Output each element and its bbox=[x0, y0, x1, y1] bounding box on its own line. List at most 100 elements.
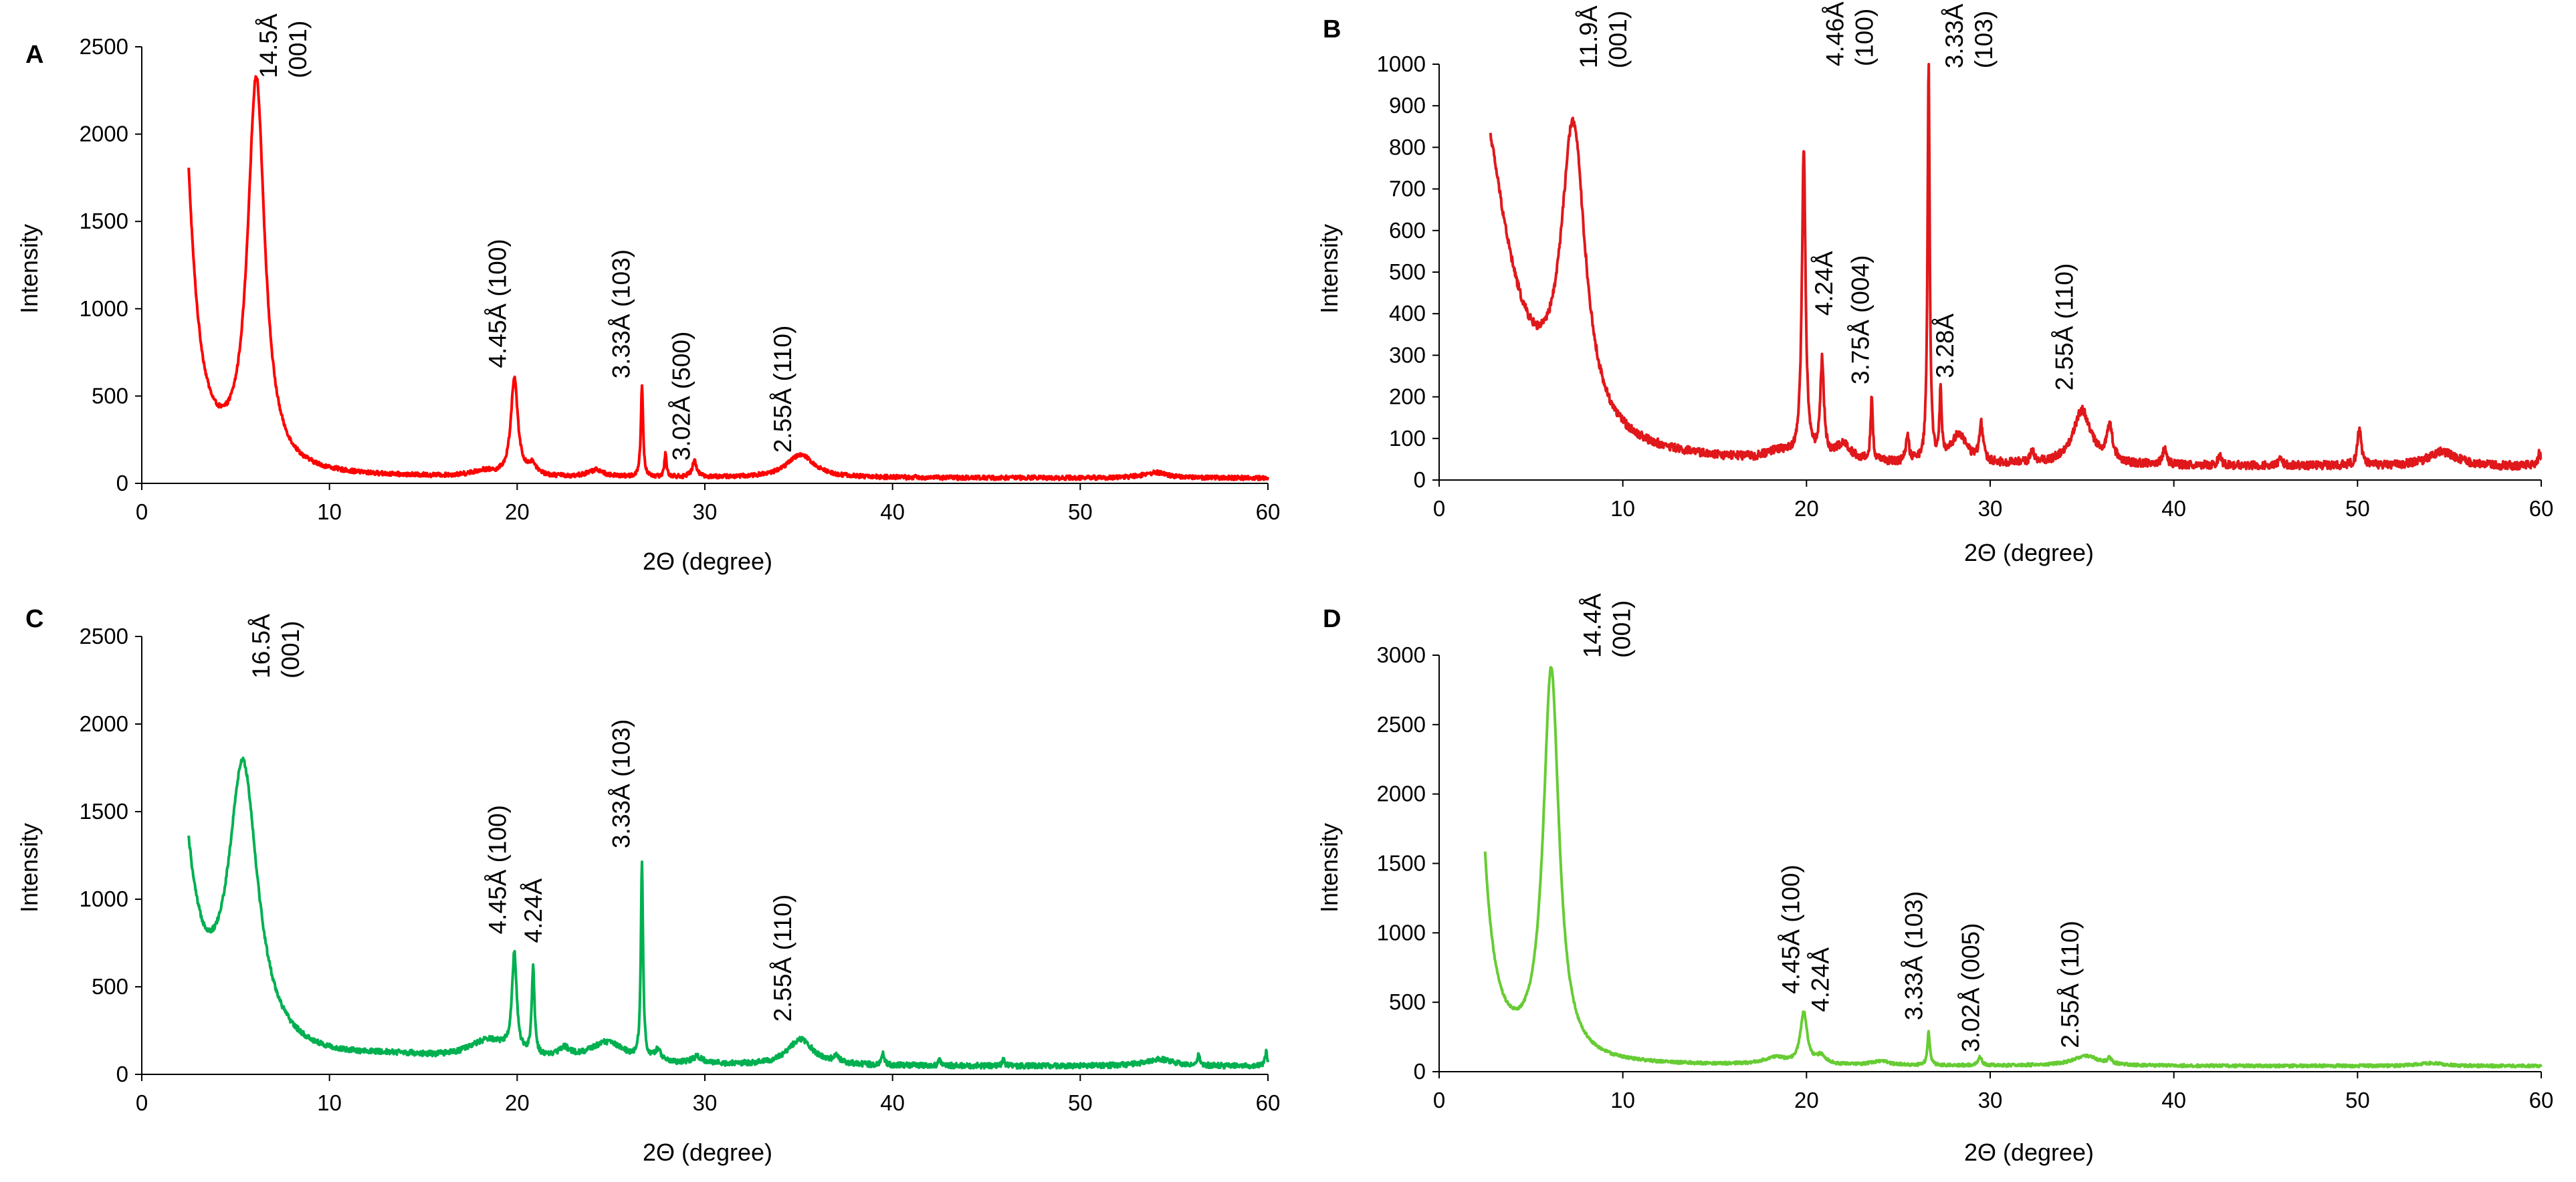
panel-d-annotation: 3.02Å (005) bbox=[1957, 923, 1985, 1052]
panel-b-annotation-line: (100) bbox=[1850, 9, 1878, 66]
panel-b-letter: B bbox=[1323, 15, 1341, 43]
panel-d-xtick-label: 50 bbox=[2345, 1088, 2370, 1112]
panel-d: D Intensity 2Θ (degree) 0500100015002000… bbox=[1315, 593, 2553, 1166]
panel-a-annotation-line: 3.33Å (103) bbox=[608, 249, 635, 378]
panel-a-series-line bbox=[187, 75, 1269, 481]
panel-a-annotation-line: 3.02Å (500) bbox=[668, 332, 695, 461]
panel-d-xtick-label: 40 bbox=[2161, 1088, 2186, 1112]
panel-b-ytick-label: 600 bbox=[1389, 218, 1426, 243]
panel-d-ytick-label: 3000 bbox=[1377, 642, 1426, 667]
panel-b-ytick-label: 200 bbox=[1389, 384, 1426, 409]
panel-c-series-line bbox=[187, 756, 1269, 1070]
panel-a-xtick-label: 30 bbox=[693, 499, 718, 524]
panel-d-annotation-line: 3.02Å (005) bbox=[1957, 923, 1985, 1052]
panel-b-ytick-label: 1000 bbox=[1377, 51, 1426, 76]
panel-b-annotation: 3.33Å (103) bbox=[1941, 3, 1998, 68]
panel-d-xlabel: 2Θ (degree) bbox=[1964, 1139, 2094, 1166]
panel-d-ylabel: Intensity bbox=[1315, 823, 1343, 913]
panel-b-xtick-label: 0 bbox=[1433, 496, 1445, 521]
panel-b-ylabel: Intensity bbox=[1315, 224, 1343, 314]
panel-c-xtick-label: 40 bbox=[880, 1090, 905, 1115]
panel-a-annotation-line: (001) bbox=[284, 21, 312, 78]
panel-d-ytick-label: 0 bbox=[1414, 1059, 1426, 1084]
panel-d-xtick-label: 0 bbox=[1433, 1088, 1445, 1112]
panel-c-ytick-label: 0 bbox=[116, 1062, 128, 1086]
panel-c-xtick-label: 50 bbox=[1068, 1090, 1093, 1115]
panel-b-annotation: 2.55Å (110) bbox=[2051, 263, 2078, 391]
panel-d-annotation-line: 4.24Å bbox=[1806, 947, 1834, 1012]
panel-d-annotation: 4.45Å (100) bbox=[1777, 864, 1804, 993]
panel-c-annotation: 2.55Å (110) bbox=[769, 895, 796, 1022]
panel-c-annotation-line: (001) bbox=[277, 620, 304, 678]
panel-b-annotation-line: 2.55Å (110) bbox=[2051, 263, 2078, 391]
panel-c-annotation-line: 3.33Å (103) bbox=[608, 719, 635, 848]
panel-c-annotation-line: 16.5Å bbox=[247, 614, 275, 679]
panel-d-annotation: 2.55Å (110) bbox=[2056, 921, 2084, 1048]
panel-c-ylabel: Intensity bbox=[15, 823, 43, 913]
panel-a-ylabel: Intensity bbox=[15, 224, 43, 314]
panel-b-series-line bbox=[1489, 63, 2543, 471]
panel-c-annotation: 3.33Å (103) bbox=[608, 719, 635, 848]
panel-c-ytick-label: 1500 bbox=[80, 799, 128, 824]
panel-c-xtick-label: 60 bbox=[1256, 1090, 1281, 1115]
panel-a-ytick-label: 2500 bbox=[80, 34, 128, 59]
panel-b-xtick-label: 10 bbox=[1610, 496, 1635, 521]
panel-b-ytick-label: 900 bbox=[1389, 93, 1426, 118]
panel-a-xtick-label: 50 bbox=[1068, 499, 1093, 524]
panel-b-annotation: 3.28Å bbox=[1931, 314, 1959, 378]
panel-a-ytick-label: 1500 bbox=[80, 209, 128, 233]
panel-a-ytick-label: 2000 bbox=[80, 122, 128, 146]
panel-b-plot: 0 100 200 300 400 500 600 700 800 900 1000 0 10 20 30 4… bbox=[1377, 1, 2554, 521]
panel-d-plot: 0 500 1000 1500 2000 2500 3000 0 10 20 30 40 50 60 14.… bbox=[1377, 593, 2554, 1112]
panel-b-annotation-line: 11.9Å bbox=[1575, 5, 1602, 68]
panel-a-annotation: 4.45Å (100) bbox=[484, 239, 511, 368]
panel-a-annotation-line: 4.45Å (100) bbox=[484, 239, 511, 368]
panel-c-xtick-label: 10 bbox=[317, 1090, 342, 1115]
panel-d-annotation-line: (001) bbox=[1608, 600, 1636, 658]
panel-b-annotation-line: (001) bbox=[1604, 11, 1632, 68]
panel-c-letter: C bbox=[25, 605, 43, 633]
panel-b-xtick-label: 60 bbox=[2529, 496, 2554, 521]
panel-c: C Intensity 2Θ (degree) 0500100015002000… bbox=[15, 605, 1280, 1166]
panel-d-annotation: 14.4Å (001) bbox=[1579, 593, 1636, 658]
panel-a-xtick-label: 10 bbox=[317, 499, 342, 524]
panel-d-series-line bbox=[1483, 666, 2543, 1069]
panel-c-ytick-label: 2000 bbox=[80, 711, 128, 736]
panel-d-annotation-line: 3.33Å (103) bbox=[1900, 891, 1927, 1020]
panel-a-annotation-line: 14.5Å bbox=[255, 13, 282, 78]
panel-b-ytick-label: 100 bbox=[1389, 426, 1426, 451]
panel-a-xtick-label: 60 bbox=[1256, 499, 1281, 524]
panel-b-annotation-line: 4.46Å bbox=[1821, 1, 1848, 66]
panel-b-ytick-label: 300 bbox=[1389, 342, 1426, 367]
panel-c-annotation-line: 2.55Å (110) bbox=[769, 895, 796, 1022]
panel-d-xtick-label: 30 bbox=[1978, 1088, 2003, 1112]
panel-d-ytick-label: 2500 bbox=[1377, 712, 1426, 737]
panel-a-xtick-label: 0 bbox=[136, 499, 148, 524]
panel-b-xtick-label: 50 bbox=[2345, 496, 2370, 521]
panel-b-annotation: 11.9Å (001) bbox=[1575, 5, 1632, 68]
panel-b-annotation: 4.24Å bbox=[1810, 251, 1838, 316]
panel-d-annotation: 4.24Å bbox=[1806, 947, 1834, 1012]
panel-d-annotation-line: 2.55Å (110) bbox=[2056, 921, 2084, 1048]
panel-b-ytick-label: 700 bbox=[1389, 176, 1426, 201]
panel-a: A Intensity 2Θ (degree) 0500100015002000… bbox=[15, 13, 1280, 575]
panel-a-letter: A bbox=[25, 41, 43, 69]
panel-b-annotation-line: 3.33Å bbox=[1941, 3, 1968, 68]
panel-d-ytick-label: 1500 bbox=[1377, 851, 1426, 876]
panel-c-annotation-line: 4.45Å (100) bbox=[484, 805, 511, 934]
panel-a-annotation-line: 2.55Å (110) bbox=[769, 326, 796, 453]
panel-b-annotation-line: 3.28Å bbox=[1931, 314, 1959, 378]
panel-d-ytick-label: 2000 bbox=[1377, 782, 1426, 806]
panel-b-xlabel: 2Θ (degree) bbox=[1964, 539, 2094, 566]
panel-a-annotation: 3.02Å (500) bbox=[668, 332, 695, 461]
panel-c-ytick-label: 1000 bbox=[80, 886, 128, 911]
panel-d-ytick-label: 500 bbox=[1389, 989, 1426, 1014]
panel-d-annotation: 3.33Å (103) bbox=[1900, 891, 1927, 1020]
panel-a-annotation: 3.33Å (103) bbox=[608, 249, 635, 378]
panel-b-annotation: 4.46Å (100) bbox=[1821, 1, 1878, 66]
panel-a-xtick-label: 20 bbox=[505, 499, 530, 524]
panel-d-xtick-label: 60 bbox=[2529, 1088, 2554, 1112]
panel-b-annotation-line: 4.24Å bbox=[1810, 251, 1838, 316]
panel-c-xtick-label: 30 bbox=[693, 1090, 718, 1115]
